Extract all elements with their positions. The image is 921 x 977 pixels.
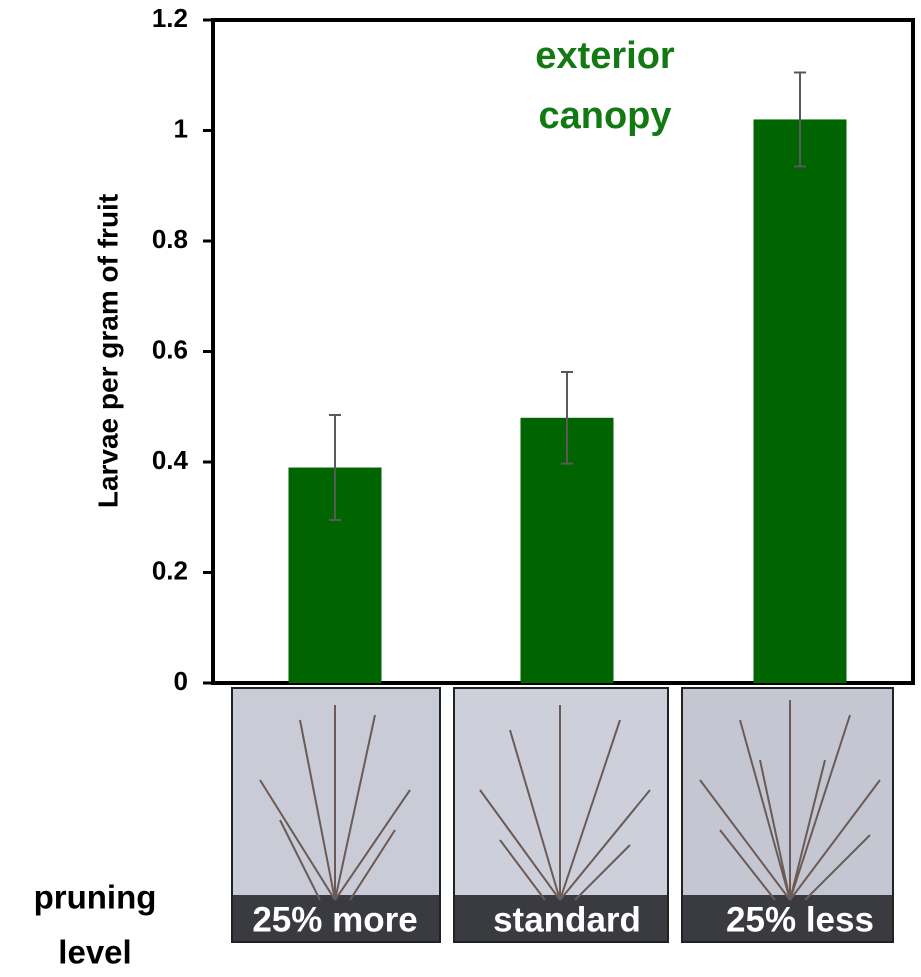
- y-tick-label: 0.2: [152, 555, 188, 585]
- y-tick-label: 0.6: [152, 334, 188, 364]
- bar: [754, 119, 847, 683]
- y-axis-label: Larvae per gram of fruit: [92, 194, 123, 508]
- x-tick-label: 25% more: [252, 900, 417, 939]
- x-axis-label: level: [58, 934, 131, 971]
- chart: Larvae per gram of fruit 0 0.2 0.4 0.6 0.8 1 1…: [0, 0, 921, 977]
- annotation: exterior: [535, 35, 675, 77]
- x-tick-label: standard: [493, 900, 641, 939]
- y-tick-label: 1.2: [152, 3, 188, 33]
- y-tick-label: 0: [174, 666, 188, 696]
- y-tick-label: 1: [174, 113, 188, 143]
- y-tick-label: 0.4: [152, 445, 189, 475]
- x-axis-label: pruning: [34, 879, 157, 916]
- annotation: canopy: [538, 95, 671, 137]
- y-tick-label: 0.8: [152, 224, 188, 254]
- x-tick-label: 25% less: [726, 900, 874, 939]
